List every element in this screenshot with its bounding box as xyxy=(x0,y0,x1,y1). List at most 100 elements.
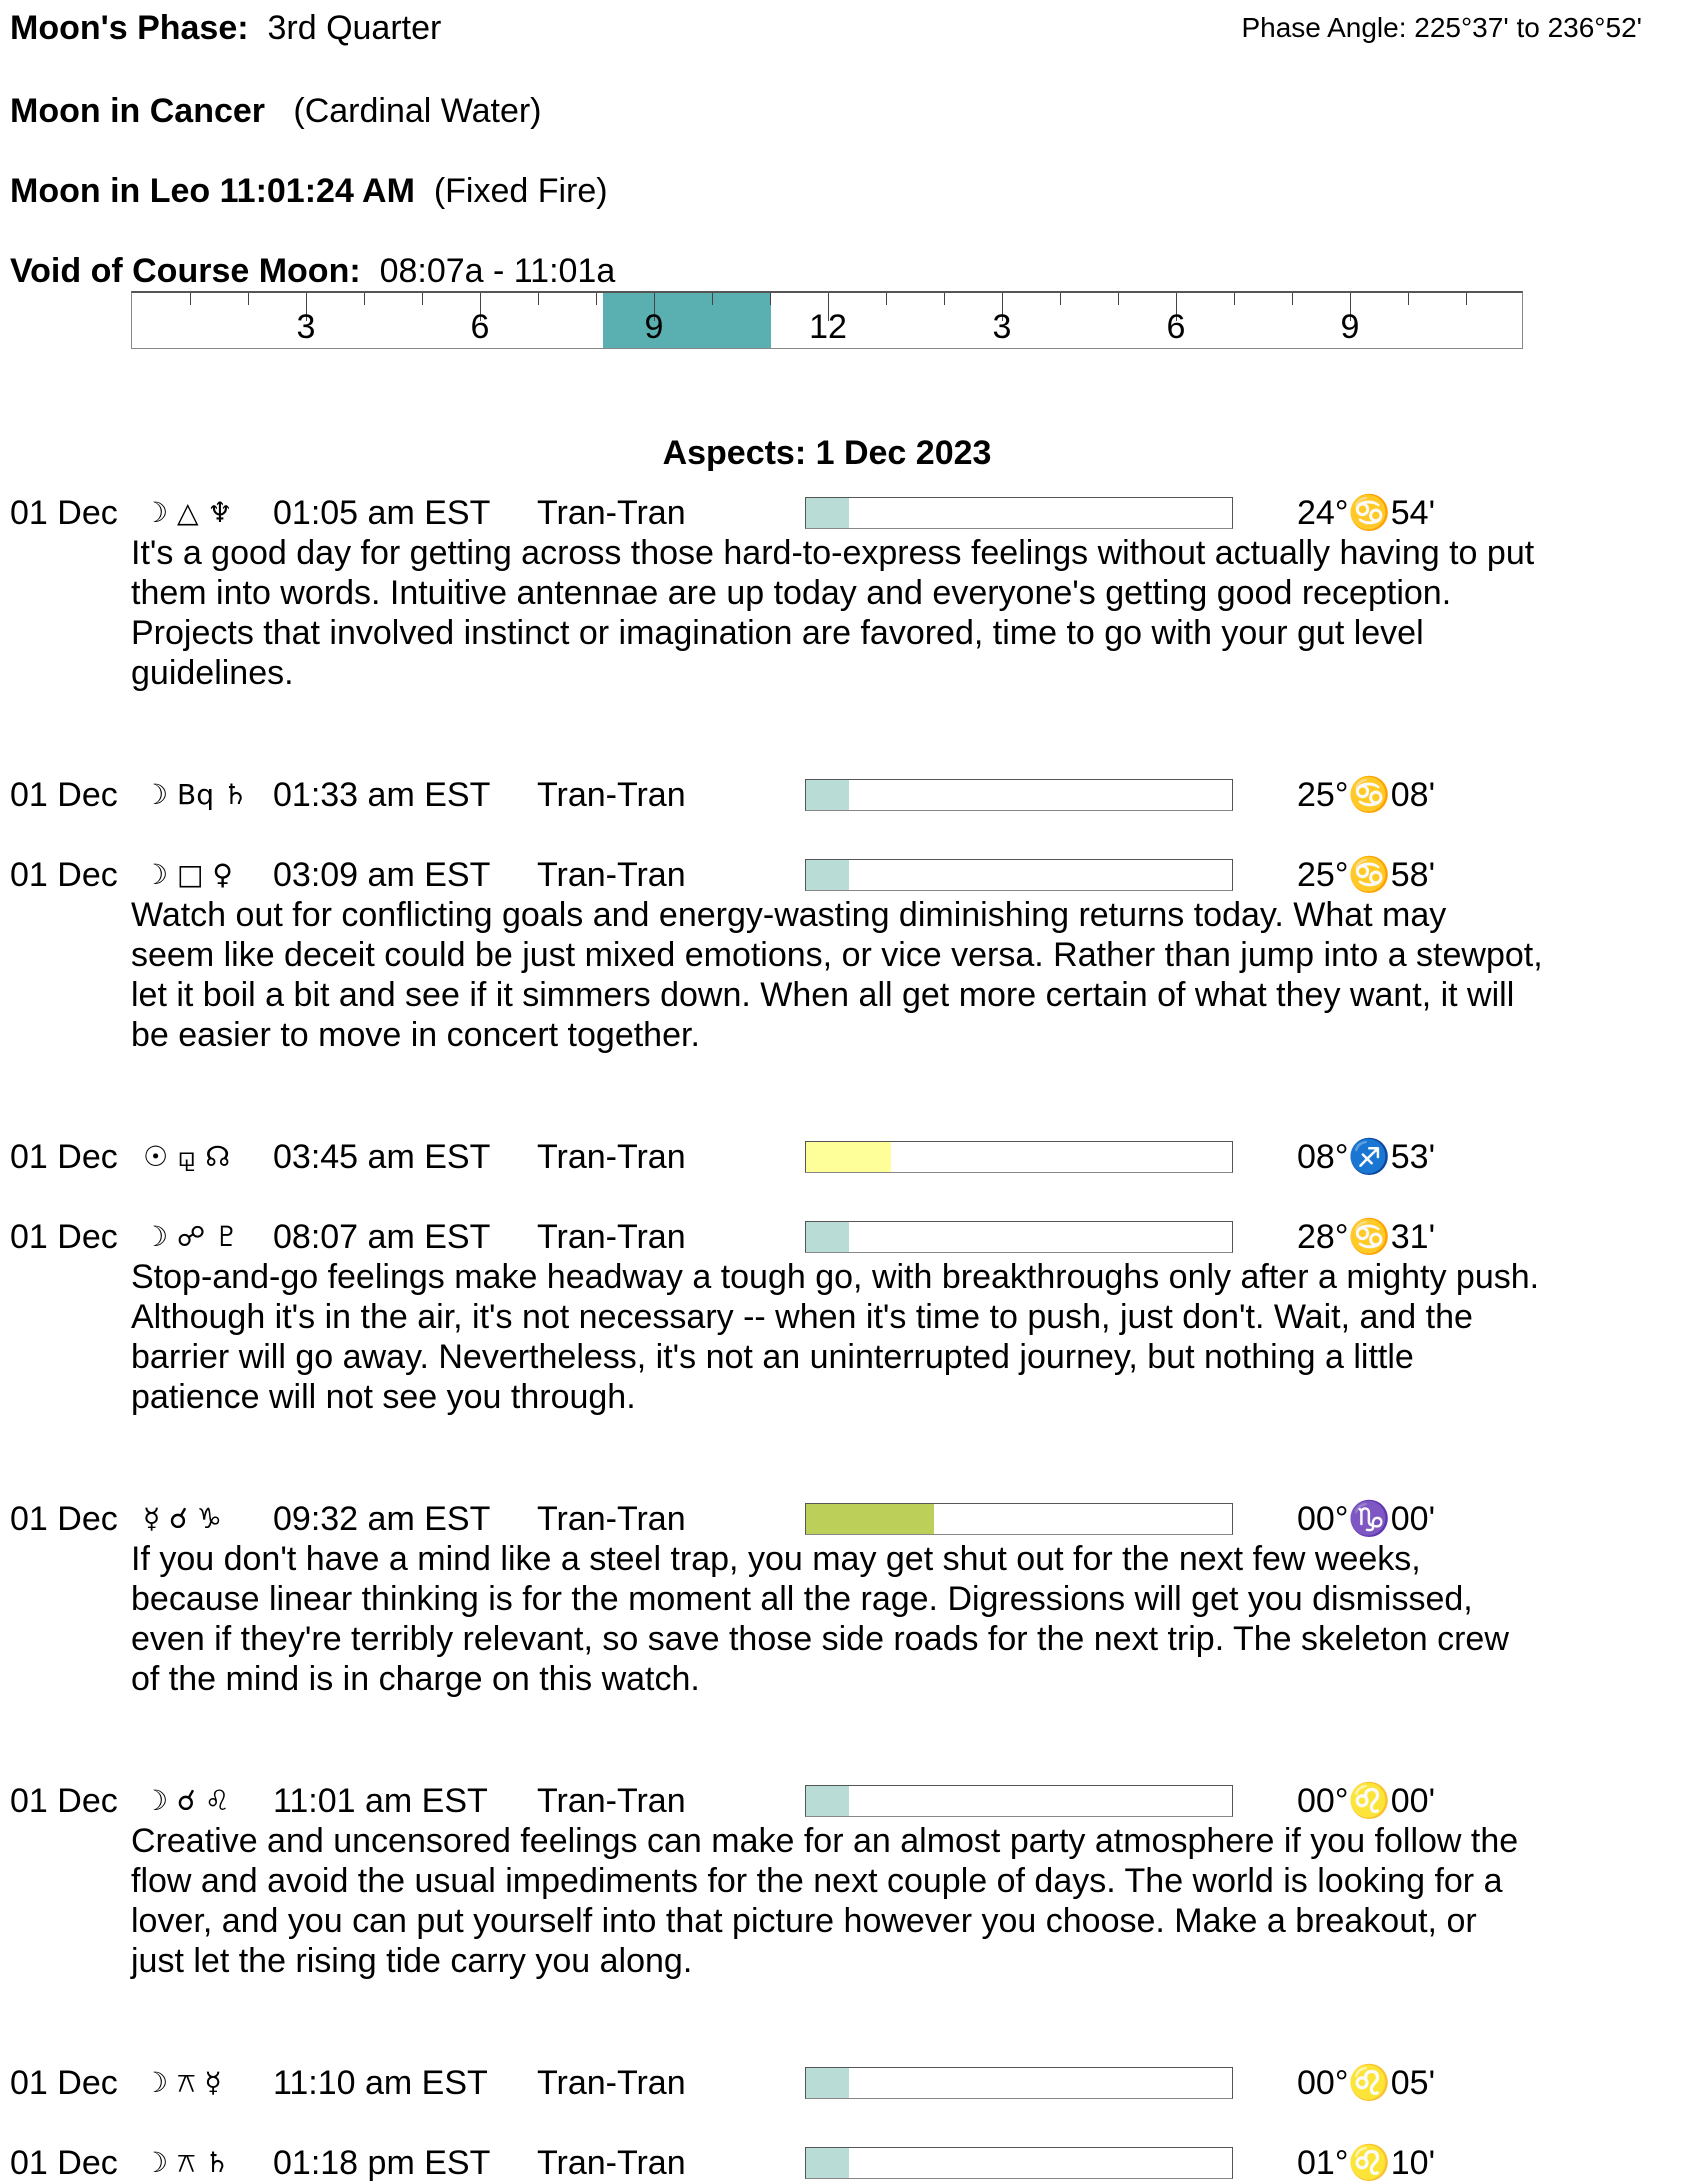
description-line: barrier will go away. Nevertheless, it's… xyxy=(131,1338,1414,1376)
aspect-glyphs-icon: ☽ □ ♀ xyxy=(143,858,233,891)
aspect-position: 01°♌10' xyxy=(1297,2144,1436,2182)
ruler-tick xyxy=(1466,293,1467,305)
description-line: patience will not see you through. xyxy=(131,1378,636,1416)
description-line: flow and avoid the usual impediments for… xyxy=(131,1862,1503,1900)
aspect-strength-bar xyxy=(805,779,1233,811)
ruler-tick xyxy=(248,293,249,305)
aspect-position: 25°♋08' xyxy=(1297,776,1436,814)
ruler-tick xyxy=(364,293,365,305)
ruler-tick xyxy=(1176,293,1177,321)
ruler-tick xyxy=(886,293,887,305)
description-line: Projects that involved instinct or imagi… xyxy=(131,614,1424,652)
ruler-tick xyxy=(654,293,655,321)
moon-phase: Moon's Phase: 3rd Quarter xyxy=(10,8,441,48)
aspect-time: 01:05 am EST xyxy=(273,494,491,532)
aspect-time: 08:07 am EST xyxy=(273,1218,491,1256)
ruler-hour-label: 3 xyxy=(992,308,1012,346)
ruler-hour-label: 3 xyxy=(296,308,316,346)
aspect-strength-fill xyxy=(806,1504,934,1534)
ruler-hour-label: 6 xyxy=(470,308,490,346)
ruler-tick xyxy=(1002,293,1003,321)
description-line: just let the rising tide carry you along… xyxy=(131,1942,693,1980)
moon-ingress-value: (Fixed Fire) xyxy=(433,172,608,210)
aspect-description: Creative and uncensored feelings can mak… xyxy=(131,1821,1518,1981)
ruler-tick xyxy=(828,293,829,321)
ruler-tick xyxy=(712,293,713,305)
description-line: Although it's in the air, it's not neces… xyxy=(131,1298,1473,1336)
ruler-tick xyxy=(538,293,539,305)
aspect-time: 09:32 am EST xyxy=(273,1500,491,1538)
moon-phase-value: 3rd Quarter xyxy=(267,9,442,47)
void-of-course: Void of Course Moon: 08:07a - 11:01a xyxy=(10,251,615,291)
ruler-tick xyxy=(944,293,945,305)
aspect-strength-bar xyxy=(805,1221,1233,1253)
description-line: Watch out for conflicting goals and ener… xyxy=(131,896,1447,934)
ruler-tick xyxy=(1060,293,1061,305)
moon-phase-label: Moon's Phase: xyxy=(10,9,249,47)
description-line: lover, and you can put yourself into tha… xyxy=(131,1902,1477,1940)
description-line: It's a good day for getting across those… xyxy=(131,534,1535,572)
aspect-position: 00°♌00' xyxy=(1297,1782,1436,1820)
aspect-strength-fill xyxy=(806,498,849,528)
aspect-position: 25°♋58' xyxy=(1297,856,1436,894)
ruler-tick xyxy=(480,293,481,321)
aspect-time: 01:33 am EST xyxy=(273,776,491,814)
aspect-position: 24°♋54' xyxy=(1297,494,1436,532)
aspect-strength-bar xyxy=(805,1503,1233,1535)
aspect-date: 01 Dec xyxy=(10,2064,118,2102)
aspect-position: 00°♌05' xyxy=(1297,2064,1436,2102)
aspect-type: Tran-Tran xyxy=(537,494,686,532)
aspect-glyphs-icon: ☽ △ ♆ xyxy=(143,496,233,529)
aspect-strength-fill xyxy=(806,2068,849,2098)
description-line: If you don't have a mind like a steel tr… xyxy=(131,1540,1421,1578)
aspect-type: Tran-Tran xyxy=(537,856,686,894)
aspect-position: 00°♑00' xyxy=(1297,1500,1436,1538)
aspect-glyphs-icon: ☽ Bq ♄ xyxy=(143,778,248,811)
description-line: them into words. Intuitive antennae are … xyxy=(131,574,1452,612)
void-of-course-band xyxy=(602,293,772,348)
ruler-tick xyxy=(306,293,307,321)
aspect-glyphs-icon: ☽ ⚻ ☿ xyxy=(143,2066,222,2099)
ruler-hour-label: 9 xyxy=(1340,308,1360,346)
aspect-time: 11:01 am EST xyxy=(273,1782,488,1820)
aspect-strength-fill xyxy=(806,1142,892,1172)
moon-sign-label: Moon in Cancer xyxy=(10,92,266,130)
aspect-type: Tran-Tran xyxy=(537,1218,686,1256)
aspect-position: 08°♐53' xyxy=(1297,1138,1436,1176)
aspect-strength-bar xyxy=(805,2147,1233,2179)
aspect-date: 01 Dec xyxy=(10,494,118,532)
aspect-strength-fill xyxy=(806,2148,849,2178)
aspect-position: 28°♋31' xyxy=(1297,1218,1436,1256)
aspect-strength-fill xyxy=(806,860,849,890)
description-line: seem like deceit could be just mixed emo… xyxy=(131,936,1543,974)
aspects-title: Aspects: 1 Dec 2023 xyxy=(662,434,992,472)
moon-ingress-label: Moon in Leo 11:01:24 AM xyxy=(10,172,415,210)
aspect-date: 01 Dec xyxy=(10,1138,118,1176)
ruler-hour-label: 12 xyxy=(809,308,847,346)
moon-sign-value: (Cardinal Water) xyxy=(293,92,542,130)
description-line: Creative and uncensored feelings can mak… xyxy=(131,1822,1519,1860)
description-line: guidelines. xyxy=(131,654,294,692)
aspect-type: Tran-Tran xyxy=(537,1782,686,1820)
aspect-strength-bar xyxy=(805,2067,1233,2099)
aspect-glyphs-icon: ☉ ⚼ ☊ xyxy=(143,1140,231,1173)
aspect-glyphs-icon: ☽ ☍ ♇ xyxy=(143,1220,240,1253)
aspect-type: Tran-Tran xyxy=(537,2064,686,2102)
aspect-strength-bar xyxy=(805,1141,1233,1173)
aspect-glyphs-icon: ☽ ⚻ ♄ xyxy=(143,2146,230,2179)
ruler-tick xyxy=(1118,293,1119,305)
aspect-glyphs-icon: ☽ ☌ ♌ xyxy=(143,1784,230,1817)
description-line: of the mind is in charge on this watch. xyxy=(131,1660,700,1698)
aspect-strength-bar xyxy=(805,859,1233,891)
voc-value: 08:07a - 11:01a xyxy=(379,252,616,290)
aspect-strength-bar xyxy=(805,497,1233,529)
moon-ingress: Moon in Leo 11:01:24 AM (Fixed Fire) xyxy=(10,171,608,211)
aspect-time: 03:09 am EST xyxy=(273,856,491,894)
ruler-tick xyxy=(1234,293,1235,305)
ruler-tick xyxy=(1292,293,1293,305)
description-line: be easier to move in concert together. xyxy=(131,1016,700,1054)
aspect-date: 01 Dec xyxy=(10,1782,118,1820)
aspect-date: 01 Dec xyxy=(10,2144,118,2182)
aspect-time: 03:45 am EST xyxy=(273,1138,491,1176)
ruler-hour-label: 9 xyxy=(644,308,664,346)
